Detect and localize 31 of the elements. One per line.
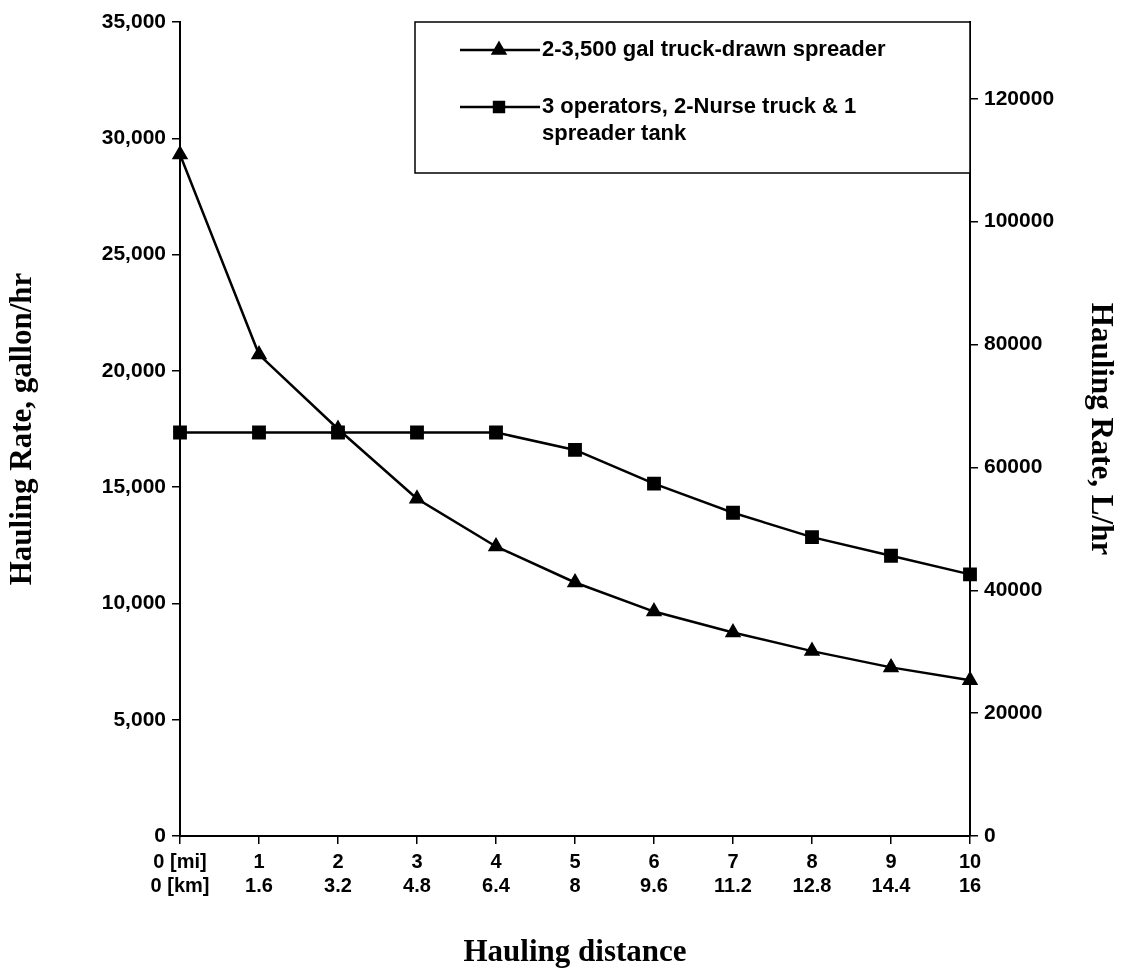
y-tick-label: 0 [154, 822, 166, 846]
x-tick-label: 7 11.2 [714, 849, 752, 896]
y2-tick-label: 40000 [984, 577, 1043, 601]
y2-tick-label: 120000 [984, 85, 1055, 109]
x-tick-label: 3 4.8 [403, 849, 431, 896]
y-axis-title: Hauling Rate, gallon/hr [2, 272, 38, 586]
y-tick-label: 10,000 [101, 590, 166, 614]
y2-tick-label: 20000 [984, 699, 1043, 723]
y2-tick-label: 80000 [984, 331, 1043, 355]
legend-label: 3 operators, 2-Nurse truck & 1 spreader tank [542, 93, 857, 146]
y-tick-label: 5,000 [113, 706, 166, 730]
x-tick-label: 8 12.8 [792, 849, 832, 896]
x-axis-title: Hauling distance [463, 933, 687, 969]
y-tick-label: 20,000 [101, 357, 166, 381]
y-tick-label: 30,000 [101, 125, 166, 149]
y-tick-label: 15,000 [101, 473, 166, 497]
x-tick-label: 6 9.6 [640, 849, 668, 896]
x-tick-label: 4 6.4 [482, 849, 511, 896]
y2-axis-title: Hauling Rate, L/hr [1085, 302, 1121, 556]
y-tick-label: 35,000 [101, 8, 166, 32]
x-tick-label: 5 8 [569, 849, 581, 896]
x-tick-label: 9 14.4 [871, 849, 912, 896]
legend-label: 2-3,500 gal truck-drawn spreader [542, 36, 887, 62]
x-tick-label: 1 1.6 [245, 849, 273, 896]
x-tick-label: 2 3.2 [324, 849, 352, 896]
x-tick-label: 10 16 [958, 849, 982, 896]
y2-tick-label: 60000 [984, 454, 1043, 478]
x-tick-label: 0 [mi] 0 [km] [150, 849, 210, 896]
y-tick-label: 25,000 [101, 241, 166, 265]
y2-tick-label: 100000 [984, 208, 1055, 232]
y2-tick-label: 0 [984, 822, 996, 846]
